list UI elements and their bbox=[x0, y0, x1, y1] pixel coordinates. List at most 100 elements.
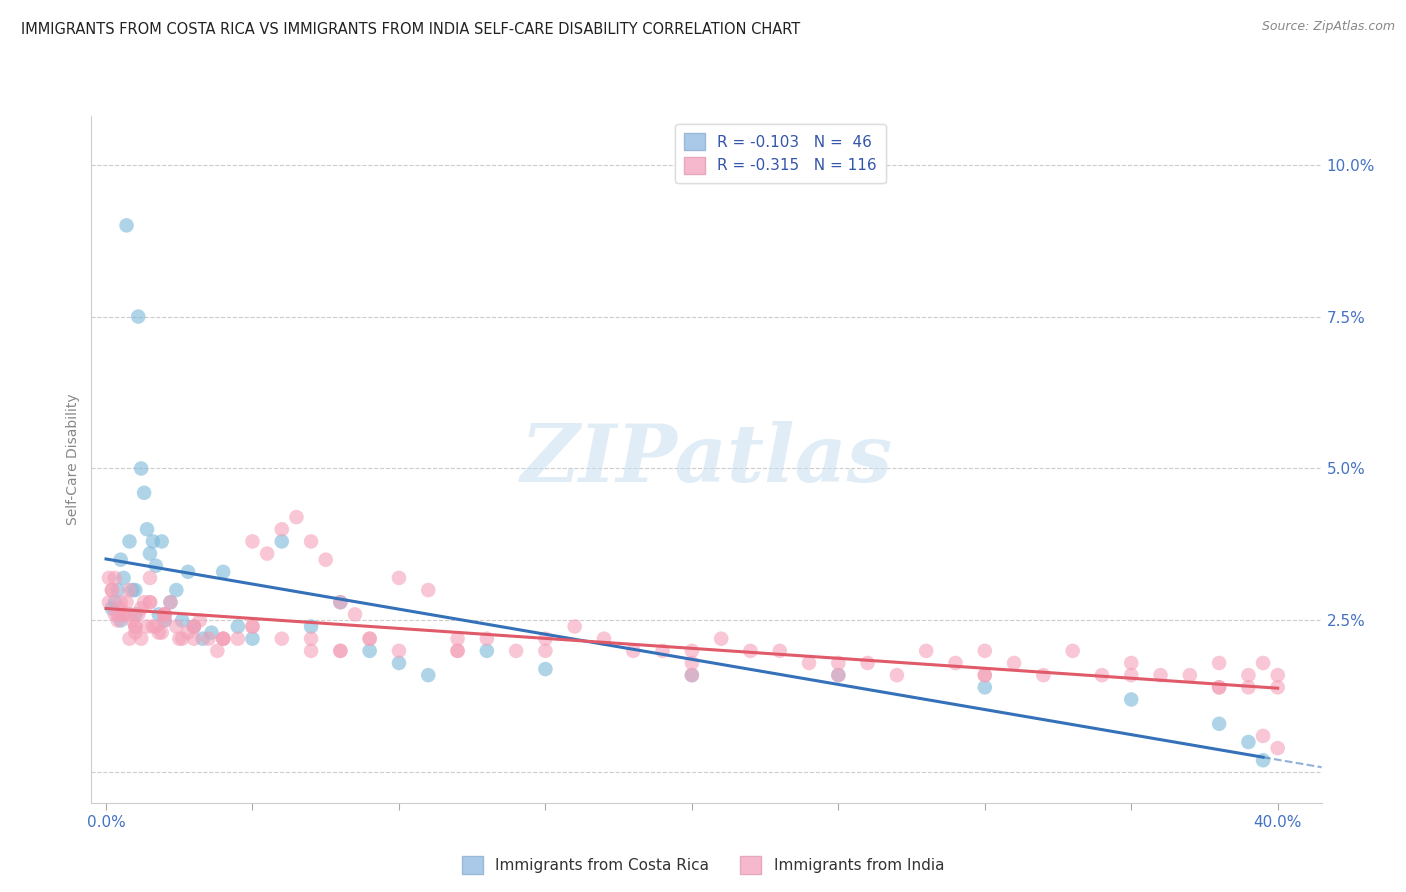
Point bbox=[118, 583, 141, 598]
Point bbox=[388, 656, 411, 670]
Point bbox=[856, 656, 879, 670]
Point bbox=[183, 619, 205, 633]
Point bbox=[651, 644, 673, 658]
Point bbox=[177, 565, 200, 579]
Point bbox=[118, 534, 141, 549]
Point bbox=[124, 625, 146, 640]
Point bbox=[104, 595, 127, 609]
Point bbox=[110, 601, 132, 615]
Point bbox=[534, 644, 557, 658]
Point bbox=[1062, 644, 1084, 658]
Point bbox=[172, 632, 194, 646]
Text: Source: ZipAtlas.com: Source: ZipAtlas.com bbox=[1261, 20, 1395, 33]
Point bbox=[797, 656, 820, 670]
Point bbox=[153, 607, 176, 622]
Point bbox=[1208, 716, 1230, 731]
Point bbox=[124, 607, 146, 622]
Point bbox=[101, 601, 124, 615]
Point bbox=[183, 632, 205, 646]
Point bbox=[270, 522, 292, 536]
Point bbox=[1237, 735, 1260, 749]
Point bbox=[973, 644, 995, 658]
Point bbox=[1121, 692, 1143, 706]
Point bbox=[118, 607, 141, 622]
Point bbox=[124, 619, 146, 633]
Point bbox=[142, 619, 165, 633]
Point bbox=[129, 632, 152, 646]
Point bbox=[329, 595, 352, 609]
Point bbox=[534, 662, 557, 676]
Point bbox=[188, 614, 211, 628]
Point bbox=[1178, 668, 1201, 682]
Point bbox=[129, 461, 152, 475]
Point bbox=[1267, 668, 1289, 682]
Point bbox=[359, 644, 381, 658]
Point bbox=[191, 632, 214, 646]
Point bbox=[124, 619, 146, 633]
Legend: R = -0.103   N =  46, R = -0.315   N = 116: R = -0.103 N = 46, R = -0.315 N = 116 bbox=[675, 124, 886, 184]
Point bbox=[343, 607, 366, 622]
Point bbox=[159, 595, 181, 609]
Point bbox=[112, 607, 135, 622]
Point bbox=[1237, 668, 1260, 682]
Point bbox=[359, 632, 381, 646]
Point bbox=[153, 614, 176, 628]
Point bbox=[710, 632, 733, 646]
Y-axis label: Self-Care Disability: Self-Care Disability bbox=[66, 393, 80, 525]
Point bbox=[112, 607, 135, 622]
Point bbox=[1237, 681, 1260, 695]
Text: IMMIGRANTS FROM COSTA RICA VS IMMIGRANTS FROM INDIA SELF-CARE DISABILITY CORRELA: IMMIGRANTS FROM COSTA RICA VS IMMIGRANTS… bbox=[21, 22, 800, 37]
Point bbox=[1267, 681, 1289, 695]
Point bbox=[104, 607, 127, 622]
Point bbox=[1121, 668, 1143, 682]
Point bbox=[299, 619, 322, 633]
Point bbox=[681, 668, 703, 682]
Point bbox=[315, 552, 337, 566]
Point bbox=[98, 571, 120, 585]
Point bbox=[226, 619, 249, 633]
Point bbox=[329, 595, 352, 609]
Point bbox=[418, 583, 440, 598]
Point bbox=[104, 571, 127, 585]
Point bbox=[107, 607, 129, 622]
Point bbox=[98, 595, 120, 609]
Point bbox=[242, 632, 264, 646]
Point bbox=[1121, 656, 1143, 670]
Point bbox=[212, 632, 235, 646]
Point bbox=[418, 668, 440, 682]
Point bbox=[388, 644, 411, 658]
Point bbox=[1251, 753, 1274, 767]
Point bbox=[212, 565, 235, 579]
Point bbox=[681, 656, 703, 670]
Point bbox=[145, 619, 167, 633]
Point bbox=[329, 644, 352, 658]
Point bbox=[145, 558, 167, 573]
Point bbox=[139, 595, 162, 609]
Point bbox=[159, 595, 181, 609]
Point bbox=[1002, 656, 1025, 670]
Point bbox=[242, 619, 264, 633]
Point bbox=[150, 534, 173, 549]
Point bbox=[139, 571, 162, 585]
Point bbox=[446, 632, 468, 646]
Point bbox=[165, 619, 187, 633]
Point bbox=[388, 571, 411, 585]
Point bbox=[110, 595, 132, 609]
Point bbox=[124, 583, 146, 598]
Point bbox=[153, 614, 176, 628]
Point bbox=[242, 619, 264, 633]
Point bbox=[169, 632, 191, 646]
Point bbox=[212, 632, 235, 646]
Point bbox=[242, 534, 264, 549]
Point bbox=[101, 583, 124, 598]
Point bbox=[136, 619, 159, 633]
Point bbox=[148, 607, 170, 622]
Point bbox=[827, 668, 849, 682]
Point bbox=[110, 614, 132, 628]
Point bbox=[534, 632, 557, 646]
Point bbox=[681, 644, 703, 658]
Point bbox=[446, 644, 468, 658]
Point bbox=[299, 534, 322, 549]
Point bbox=[621, 644, 644, 658]
Point bbox=[475, 632, 498, 646]
